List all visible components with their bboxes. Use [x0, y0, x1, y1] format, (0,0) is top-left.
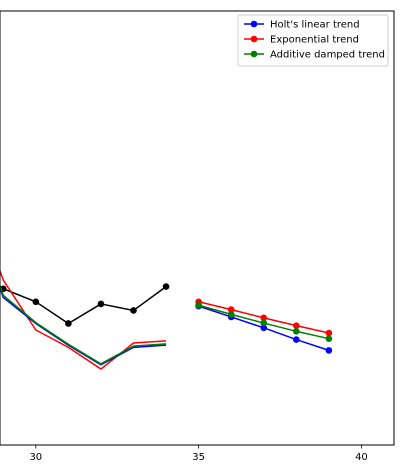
legend-swatch-marker	[250, 50, 258, 58]
series-4-point	[325, 347, 333, 354]
legend: Holt's linear trend Exponential trend Addi…	[237, 14, 389, 67]
legend-label: Additive damped trend	[270, 50, 385, 61]
series-5	[195, 298, 333, 337]
legend-box	[237, 14, 389, 67]
series-0-point	[97, 300, 105, 308]
series-4-point	[293, 336, 300, 343]
series-3	[0, 283, 167, 365]
series-6-point	[293, 327, 300, 335]
plot-background	[0, 11, 394, 445]
series-5-point	[293, 322, 300, 329]
x-axis: 30 35 40	[29, 445, 368, 463]
series-5-point	[227, 306, 235, 313]
legend-swatch-marker	[250, 20, 258, 28]
x-tick-label: 30	[29, 452, 42, 463]
x-tick-label: 35	[192, 452, 205, 463]
legend-swatch-marker	[250, 35, 258, 43]
series-0-point	[65, 320, 72, 327]
series-1	[0, 268, 167, 370]
series-6-point	[325, 335, 333, 342]
legend-label: Exponential trend	[270, 35, 359, 46]
series-0-point	[130, 307, 137, 314]
legend-entry: Additive damped trend	[244, 50, 385, 61]
series-4-point	[260, 324, 268, 332]
series-0-point	[162, 283, 170, 290]
series-6	[195, 301, 333, 342]
series-3-line	[0, 283, 167, 365]
legend-entry: Holt's linear trend	[244, 20, 360, 31]
series-1-line	[0, 268, 167, 370]
plot-frame	[0, 10, 395, 446]
legend-label: Holt's linear trend	[270, 20, 360, 31]
series-layer	[0, 268, 333, 370]
series-6-point	[260, 319, 268, 327]
x-tick-label: 40	[355, 452, 368, 463]
series-5-point	[260, 314, 268, 322]
series-6-point	[227, 311, 235, 318]
series-6-point	[195, 301, 202, 309]
series-0-point	[32, 298, 40, 306]
legend-entry: Exponential trend	[244, 35, 359, 46]
series-5-point	[325, 329, 333, 337]
